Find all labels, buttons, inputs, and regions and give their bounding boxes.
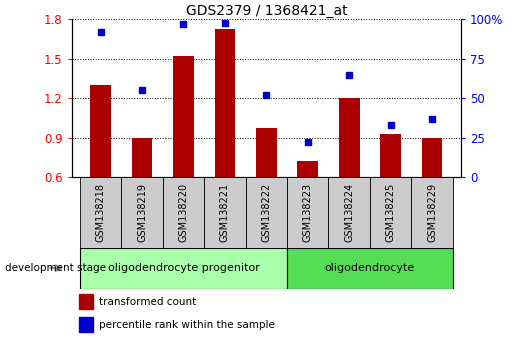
Bar [80,177,121,248]
Text: development stage: development stage [5,263,107,273]
Bar [422,138,443,177]
Text: GSM138224: GSM138224 [344,183,354,242]
Bar [163,177,204,248]
Text: transformed count: transformed count [99,297,196,307]
Text: GSM138225: GSM138225 [386,183,396,242]
Text: GSM138221: GSM138221 [220,183,230,242]
Bar [287,248,453,289]
Text: GSM138219: GSM138219 [137,183,147,242]
Bar [80,248,287,289]
Bar [287,177,329,248]
Bar [80,295,93,309]
Text: oligodendrocyte: oligodendrocyte [325,263,415,273]
Text: oligodendrocyte progenitor: oligodendrocyte progenitor [108,263,259,273]
Text: percentile rank within the sample: percentile rank within the sample [99,320,275,330]
Bar [411,177,453,248]
Bar [121,177,163,248]
Bar [215,29,235,177]
Bar [297,161,318,177]
Text: GSM138218: GSM138218 [95,183,105,242]
Bar [204,177,245,248]
Bar [329,177,370,248]
Bar [339,98,359,177]
Text: GSM138220: GSM138220 [179,183,189,242]
Bar [90,85,111,177]
Bar [80,317,93,332]
Bar [381,134,401,177]
Text: GSM138222: GSM138222 [261,183,271,242]
Title: GDS2379 / 1368421_at: GDS2379 / 1368421_at [186,5,347,18]
Bar [173,56,194,177]
Text: GSM138223: GSM138223 [303,183,313,242]
Bar [131,138,152,177]
Text: GSM138229: GSM138229 [427,183,437,242]
Bar [256,129,277,177]
Bar [245,177,287,248]
Bar [370,177,411,248]
